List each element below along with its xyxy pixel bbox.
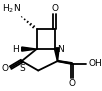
Text: H: H [13, 45, 19, 54]
Polygon shape [56, 48, 59, 61]
Text: H$_2$N: H$_2$N [2, 3, 21, 15]
Text: O: O [51, 4, 58, 13]
Text: O: O [2, 64, 9, 73]
Text: OH: OH [88, 59, 102, 68]
Polygon shape [22, 47, 37, 51]
Polygon shape [58, 61, 72, 64]
Text: O: O [69, 79, 76, 88]
Text: N: N [57, 45, 64, 54]
Text: S: S [20, 64, 25, 73]
